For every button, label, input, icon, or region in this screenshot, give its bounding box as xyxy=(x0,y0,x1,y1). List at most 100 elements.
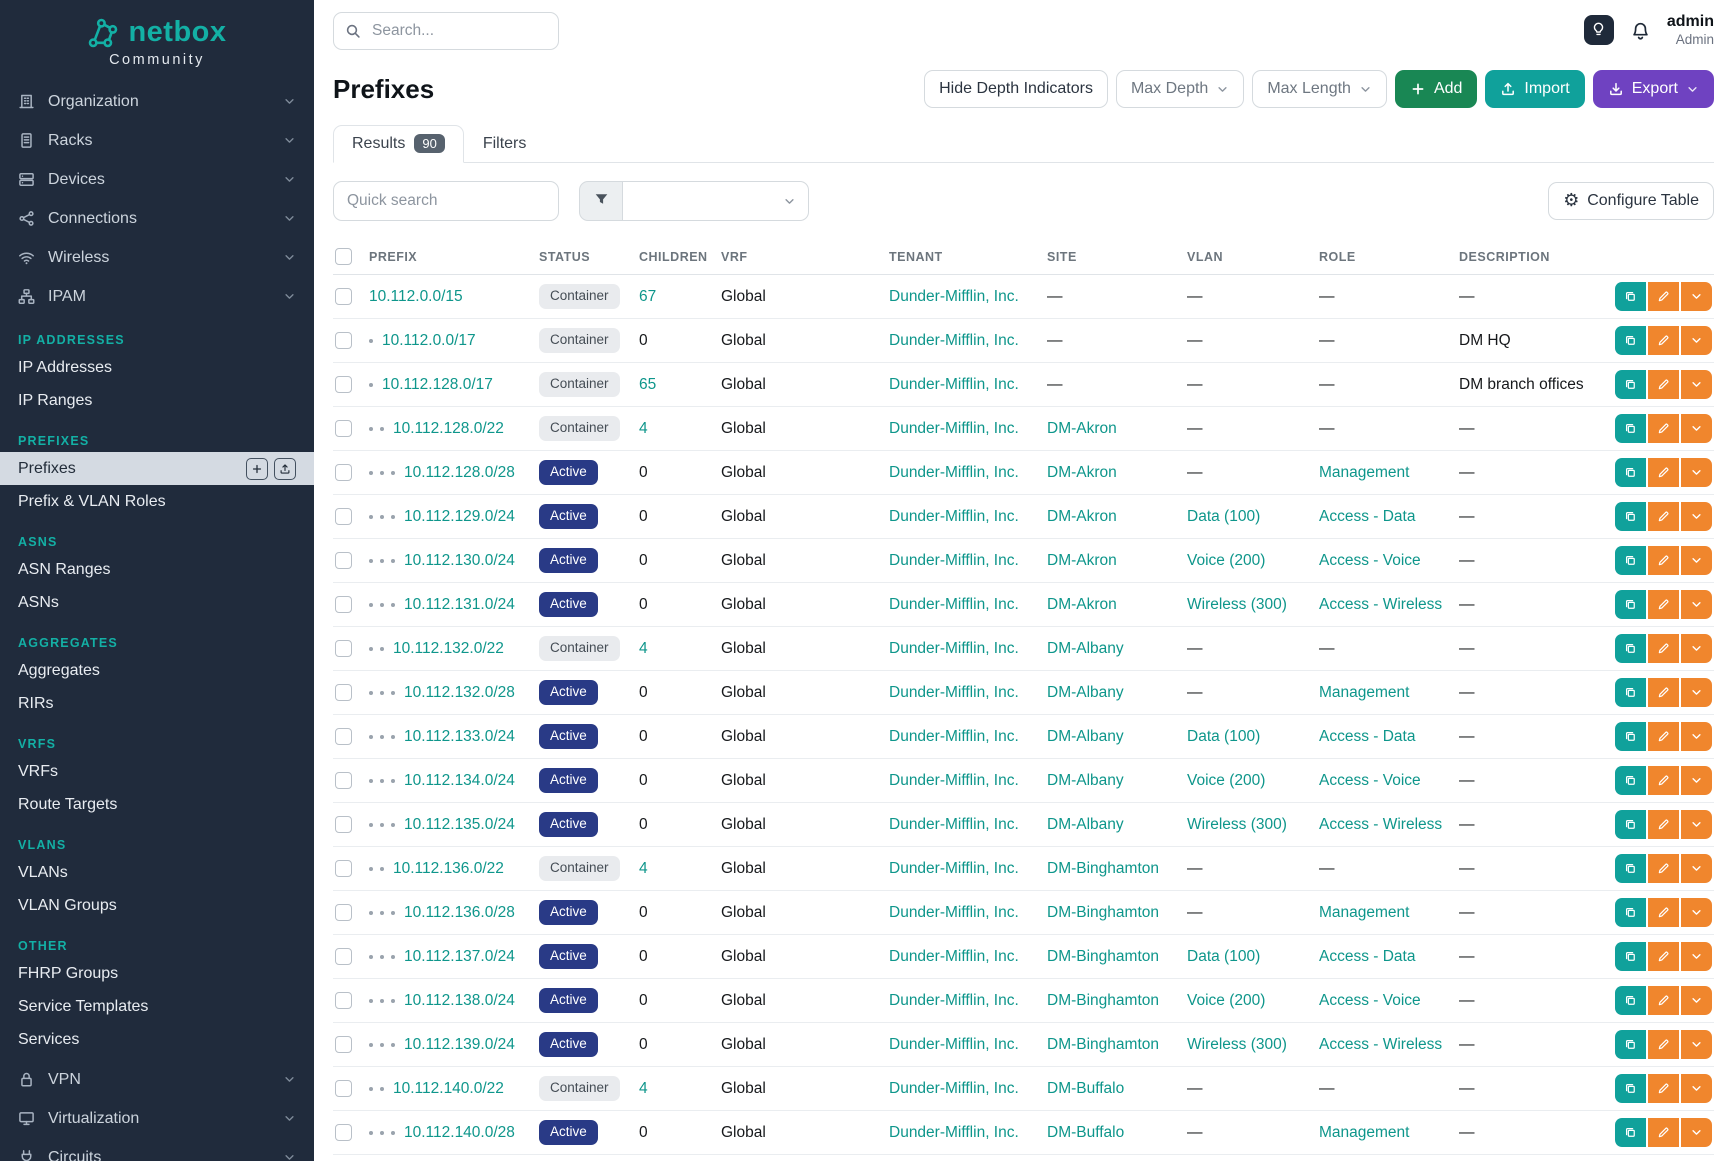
row-dropdown-button[interactable] xyxy=(1681,458,1712,487)
tenant-link[interactable]: Dunder-Mifflin, Inc. xyxy=(889,728,1019,745)
tenant-link[interactable]: Dunder-Mifflin, Inc. xyxy=(889,552,1019,569)
copy-button[interactable] xyxy=(1615,986,1646,1015)
export-button[interactable]: Export xyxy=(1593,70,1714,108)
edit-button[interactable] xyxy=(1648,722,1679,751)
prefix-link[interactable]: 10.112.130.0/24 xyxy=(404,552,515,570)
row-dropdown-button[interactable] xyxy=(1681,502,1712,531)
tab-filters[interactable]: Filters xyxy=(464,125,546,163)
hide-depth-indicators-button[interactable]: Hide Depth Indicators xyxy=(924,70,1108,108)
role-link[interactable]: Management xyxy=(1319,1124,1409,1141)
edit-button[interactable] xyxy=(1648,810,1679,839)
copy-button[interactable] xyxy=(1615,326,1646,355)
site-link[interactable]: DM-Akron xyxy=(1047,596,1117,613)
sidebar-item-service-templates[interactable]: Service Templates xyxy=(0,990,314,1023)
edit-button[interactable] xyxy=(1648,898,1679,927)
tenant-link[interactable]: Dunder-Mifflin, Inc. xyxy=(889,816,1019,833)
role-link[interactable]: Access - Data xyxy=(1319,508,1415,525)
row-dropdown-button[interactable] xyxy=(1681,546,1712,575)
vlan-link[interactable]: Voice (200) xyxy=(1187,772,1265,789)
row-dropdown-button[interactable] xyxy=(1681,282,1712,311)
row-checkbox[interactable] xyxy=(335,992,352,1009)
prefix-link[interactable]: 10.112.136.0/28 xyxy=(404,904,515,922)
sidebar-item-fhrp-groups[interactable]: FHRP Groups xyxy=(0,957,314,990)
row-checkbox[interactable] xyxy=(335,508,352,525)
row-checkbox[interactable] xyxy=(335,464,352,481)
prefix-link[interactable]: 10.112.140.0/28 xyxy=(404,1124,515,1142)
row-checkbox[interactable] xyxy=(335,376,352,393)
prefix-link[interactable]: 10.112.128.0/17 xyxy=(382,376,493,394)
sidebar-item-vlans[interactable]: VLANs xyxy=(0,856,314,889)
row-dropdown-button[interactable] xyxy=(1681,678,1712,707)
site-link[interactable]: DM-Binghamton xyxy=(1047,904,1159,921)
copy-button[interactable] xyxy=(1615,766,1646,795)
prefix-link[interactable]: 10.112.132.0/22 xyxy=(393,640,504,658)
tenant-link[interactable]: Dunder-Mifflin, Inc. xyxy=(889,332,1019,349)
sidebar-item-devices[interactable]: Devices xyxy=(0,160,314,199)
row-checkbox[interactable] xyxy=(335,640,352,657)
edit-button[interactable] xyxy=(1648,326,1679,355)
copy-button[interactable] xyxy=(1615,370,1646,399)
row-checkbox[interactable] xyxy=(335,332,352,349)
site-link[interactable]: DM-Akron xyxy=(1047,552,1117,569)
copy-button[interactable] xyxy=(1615,898,1646,927)
site-link[interactable]: DM-Binghamton xyxy=(1047,860,1159,877)
edit-button[interactable] xyxy=(1648,370,1679,399)
brand[interactable]: netbox Community xyxy=(0,0,314,68)
copy-button[interactable] xyxy=(1615,1030,1646,1059)
global-search-input[interactable] xyxy=(333,12,559,50)
row-checkbox[interactable] xyxy=(335,860,352,877)
copy-button[interactable] xyxy=(1615,502,1646,531)
tenant-link[interactable]: Dunder-Mifflin, Inc. xyxy=(889,420,1019,437)
role-link[interactable]: Access - Voice xyxy=(1319,992,1421,1009)
vlan-link[interactable]: Data (100) xyxy=(1187,728,1260,745)
add-button[interactable]: Add xyxy=(1395,70,1477,108)
configure-table-button[interactable]: ⚙ Configure Table xyxy=(1548,182,1714,220)
prefix-link[interactable]: 10.112.128.0/28 xyxy=(404,464,515,482)
sidebar-item-vlan-groups[interactable]: VLAN Groups xyxy=(0,889,314,922)
theme-toggle-button[interactable] xyxy=(1584,15,1614,45)
children-link[interactable]: 4 xyxy=(639,860,648,877)
edit-button[interactable] xyxy=(1648,986,1679,1015)
edit-button[interactable] xyxy=(1648,546,1679,575)
role-link[interactable]: Management xyxy=(1319,684,1409,701)
quick-search-input[interactable] xyxy=(333,181,559,221)
vlan-link[interactable]: Wireless (300) xyxy=(1187,596,1287,613)
row-dropdown-button[interactable] xyxy=(1681,986,1712,1015)
prefix-link[interactable]: 10.112.133.0/24 xyxy=(404,728,515,746)
edit-button[interactable] xyxy=(1648,282,1679,311)
sidebar-item-circuits[interactable]: Circuits xyxy=(0,1138,314,1161)
prefix-link[interactable]: 10.112.134.0/24 xyxy=(404,772,515,790)
copy-button[interactable] xyxy=(1615,414,1646,443)
prefix-link[interactable]: 10.112.131.0/24 xyxy=(404,596,515,614)
tenant-link[interactable]: Dunder-Mifflin, Inc. xyxy=(889,772,1019,789)
sidebar-item-asn-ranges[interactable]: ASN Ranges xyxy=(0,553,314,586)
row-dropdown-button[interactable] xyxy=(1681,766,1712,795)
edit-button[interactable] xyxy=(1648,1030,1679,1059)
vlan-link[interactable]: Voice (200) xyxy=(1187,992,1265,1009)
children-link[interactable]: 4 xyxy=(639,640,648,657)
edit-button[interactable] xyxy=(1648,854,1679,883)
site-link[interactable]: DM-Akron xyxy=(1047,420,1117,437)
vlan-link[interactable]: Data (100) xyxy=(1187,508,1260,525)
sidebar-item-prefixes[interactable]: Prefixes xyxy=(0,452,314,485)
row-dropdown-button[interactable] xyxy=(1681,370,1712,399)
copy-button[interactable] xyxy=(1615,678,1646,707)
import-prefixes-button[interactable] xyxy=(274,458,296,480)
tenant-link[interactable]: Dunder-Mifflin, Inc. xyxy=(889,376,1019,393)
site-link[interactable]: DM-Buffalo xyxy=(1047,1124,1124,1141)
filter-button[interactable] xyxy=(579,181,623,221)
sidebar-item-ip-addresses[interactable]: IP Addresses xyxy=(0,351,314,384)
tab-results[interactable]: Results 90 xyxy=(333,125,464,163)
prefix-link[interactable]: 10.112.128.0/22 xyxy=(393,420,504,438)
row-dropdown-button[interactable] xyxy=(1681,942,1712,971)
sidebar-item-services[interactable]: Services xyxy=(0,1023,314,1056)
prefix-link[interactable]: 10.112.139.0/24 xyxy=(404,1036,515,1054)
sidebar-item-ip-ranges[interactable]: IP Ranges xyxy=(0,384,314,417)
copy-button[interactable] xyxy=(1615,1074,1646,1103)
site-link[interactable]: DM-Binghamton xyxy=(1047,1036,1159,1053)
row-dropdown-button[interactable] xyxy=(1681,854,1712,883)
row-dropdown-button[interactable] xyxy=(1681,590,1712,619)
sidebar-item-organization[interactable]: Organization xyxy=(0,82,314,121)
row-dropdown-button[interactable] xyxy=(1681,634,1712,663)
children-link[interactable]: 67 xyxy=(639,288,656,305)
